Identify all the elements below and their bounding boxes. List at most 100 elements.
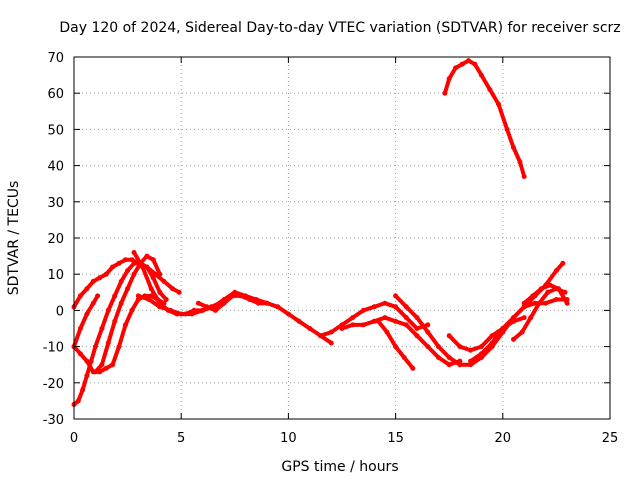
- series-arc-2: [71, 260, 169, 407]
- data-point: [538, 286, 544, 292]
- data-point: [112, 293, 118, 299]
- data-point: [296, 318, 302, 324]
- data-point: [146, 297, 152, 302]
- data-point: [403, 322, 409, 328]
- data-point: [110, 362, 116, 368]
- data-point: [545, 289, 551, 295]
- data-point: [500, 329, 506, 335]
- data-point: [562, 289, 568, 295]
- data-point: [459, 61, 465, 67]
- x-tick-label: 0: [70, 431, 78, 446]
- data-point: [350, 322, 356, 328]
- data-point: [519, 329, 525, 335]
- y-tick-label: -20: [43, 377, 64, 392]
- data-point: [157, 289, 163, 295]
- y-tick-label: 10: [47, 268, 64, 283]
- data-point: [77, 351, 83, 357]
- plot-frame: [73, 56, 611, 420]
- data-point: [118, 278, 124, 284]
- data-point: [553, 268, 559, 274]
- data-point: [307, 326, 313, 331]
- data-point: [560, 260, 566, 266]
- data-point: [116, 260, 122, 266]
- y-tick-label: -30: [43, 413, 64, 428]
- data-point: [375, 318, 381, 324]
- data-point: [77, 293, 83, 299]
- x-tick-label: 10: [280, 431, 297, 446]
- data-point: [425, 322, 431, 328]
- data-point: [453, 65, 459, 71]
- data-point: [150, 275, 156, 281]
- data-point: [393, 293, 399, 299]
- data-point: [92, 369, 98, 375]
- data-point: [103, 271, 109, 277]
- data-point: [153, 271, 158, 277]
- data-point: [90, 300, 96, 306]
- data-point: [442, 90, 448, 96]
- data-point: [230, 293, 236, 299]
- data-point: [425, 329, 431, 335]
- data-point: [95, 293, 101, 299]
- x-tick-label: 20: [495, 431, 512, 446]
- y-tick-label: 70: [47, 51, 64, 66]
- data-point: [511, 336, 516, 342]
- data-point: [163, 297, 169, 302]
- data-point: [401, 355, 407, 360]
- data-point: [80, 387, 86, 393]
- data-point: [84, 373, 90, 379]
- y-tick-label: -10: [43, 341, 64, 356]
- data-point: [84, 311, 90, 317]
- data-point: [221, 300, 227, 306]
- data-point: [553, 297, 559, 302]
- data-point: [195, 300, 201, 306]
- data-point: [472, 61, 478, 67]
- series-line: [490, 261, 565, 345]
- data-point: [468, 362, 474, 368]
- data-point: [116, 344, 122, 350]
- data-point: [414, 315, 420, 321]
- data-point: [511, 315, 516, 321]
- data-point: [371, 318, 377, 324]
- x-tick-label: 25: [602, 431, 619, 446]
- data-point: [140, 264, 146, 270]
- series-arc-5: [92, 253, 163, 375]
- data-point: [517, 159, 523, 165]
- data-point: [521, 174, 527, 179]
- data-point: [487, 87, 493, 93]
- data-point: [144, 264, 150, 270]
- data-point: [556, 286, 561, 292]
- data-point: [384, 329, 390, 335]
- data-point: [247, 297, 253, 302]
- x-tick-label: 5: [177, 431, 185, 446]
- data-point: [131, 271, 137, 277]
- data-point: [339, 326, 345, 331]
- data-point: [131, 250, 137, 255]
- data-point: [382, 300, 388, 306]
- data-point: [105, 307, 111, 313]
- y-tick-label: 60: [47, 87, 64, 102]
- data-point: [125, 286, 131, 292]
- data-point: [170, 286, 176, 292]
- data-point: [457, 362, 463, 368]
- chart-title: Day 120 of 2024, Sidereal Day-to-day VTE…: [59, 20, 620, 36]
- data-point: [125, 268, 131, 274]
- data-point: [84, 286, 90, 292]
- data-point: [200, 307, 206, 313]
- data-point: [521, 304, 527, 310]
- data-point: [157, 271, 163, 277]
- data-point: [403, 315, 409, 321]
- data-point: [468, 358, 474, 364]
- series-line: [72, 257, 182, 309]
- data-point: [275, 304, 281, 310]
- data-point: [148, 286, 154, 292]
- data-point: [213, 307, 218, 313]
- series-arc-11: [375, 318, 416, 371]
- data-point: [446, 76, 452, 82]
- data-point: [425, 344, 431, 350]
- series-line: [468, 297, 570, 364]
- data-point: [90, 278, 96, 284]
- data-point: [103, 365, 109, 371]
- y-tick-label: 50: [47, 123, 64, 138]
- data-point: [496, 101, 501, 107]
- data-point: [410, 365, 416, 371]
